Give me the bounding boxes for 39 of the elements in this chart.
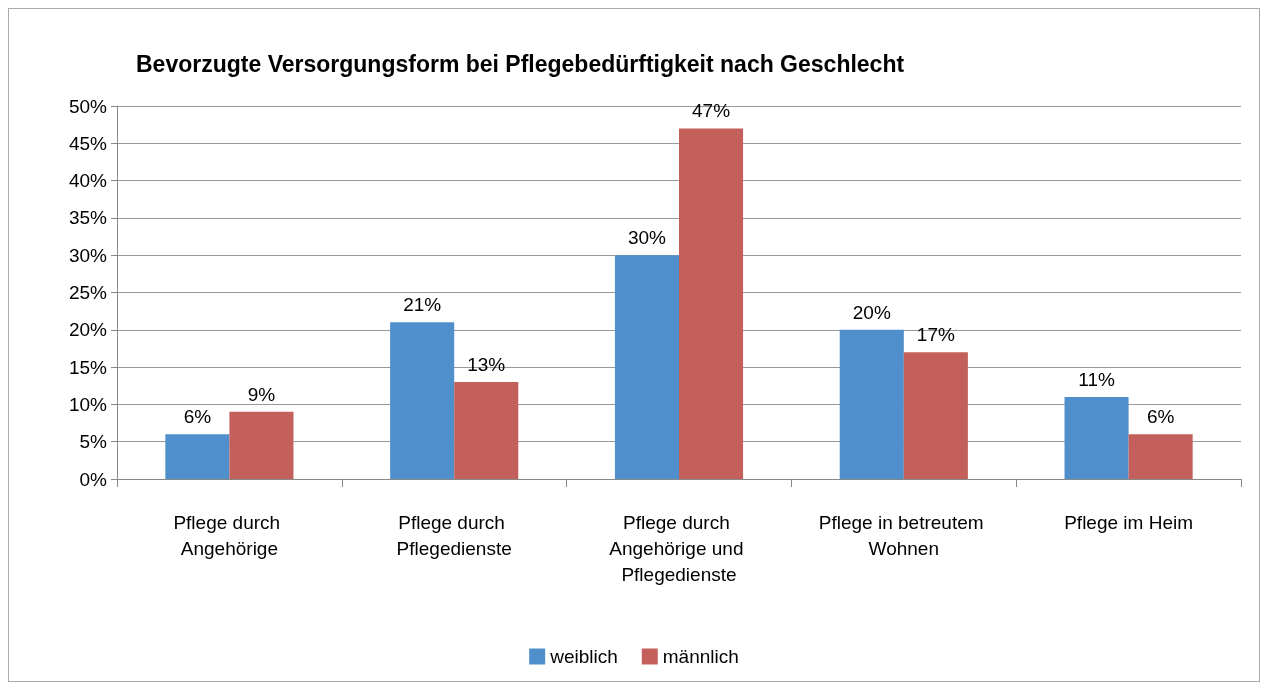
bar	[390, 322, 455, 479]
data-label: 20%	[852, 301, 891, 323]
bar	[165, 434, 230, 479]
bar	[903, 352, 968, 479]
y-tick-label: 25%	[68, 282, 108, 303]
y-tick-label: 15%	[68, 356, 108, 378]
y-tick-label: 5%	[79, 431, 108, 453]
y-tick-label: 10%	[68, 393, 108, 415]
data-label: 13%	[467, 354, 506, 376]
y-tick-label: 45%	[68, 132, 108, 154]
y-tick-label: 20%	[68, 319, 108, 341]
data-label: 21%	[403, 294, 442, 316]
bar	[454, 382, 519, 479]
bar	[1064, 396, 1129, 479]
x-tick-label: Pflege in betreutem Wohnen	[818, 511, 989, 559]
bar	[839, 329, 904, 479]
y-tick-label: 0%	[79, 468, 108, 490]
x-tick-label: Pflege im Heim	[1064, 511, 1194, 533]
bar	[1128, 434, 1193, 479]
y-tick-label: 40%	[68, 170, 108, 192]
data-label: 17%	[916, 324, 955, 346]
data-label: 30%	[627, 227, 667, 249]
data-label: 6%	[1146, 406, 1175, 428]
y-tick-label: 30%	[68, 244, 108, 266]
data-label: 6%	[183, 406, 212, 428]
legend-label: weiblich	[549, 646, 618, 667]
chart-title: Bevorzugte Versorgungsform bei Pflegebedürftigkeit nach Geschlecht	[136, 50, 905, 77]
legend-label: männlich	[662, 646, 739, 667]
data-label: 47%	[692, 100, 731, 122]
bar	[679, 128, 744, 479]
y-tick-label: 50%	[68, 95, 108, 117]
data-label: 9%	[247, 383, 276, 405]
data-label: 11%	[1078, 368, 1115, 390]
x-tick-label: Pflege durch Angehörige	[173, 511, 286, 559]
x-tick-label: Pflege durch Angehörige und Pflegedienste	[609, 511, 749, 585]
y-tick-label: 35%	[68, 207, 108, 229]
bar	[229, 411, 294, 479]
bar	[614, 255, 679, 479]
x-tick-label: Pflege durch Pflegedienste	[396, 511, 512, 559]
